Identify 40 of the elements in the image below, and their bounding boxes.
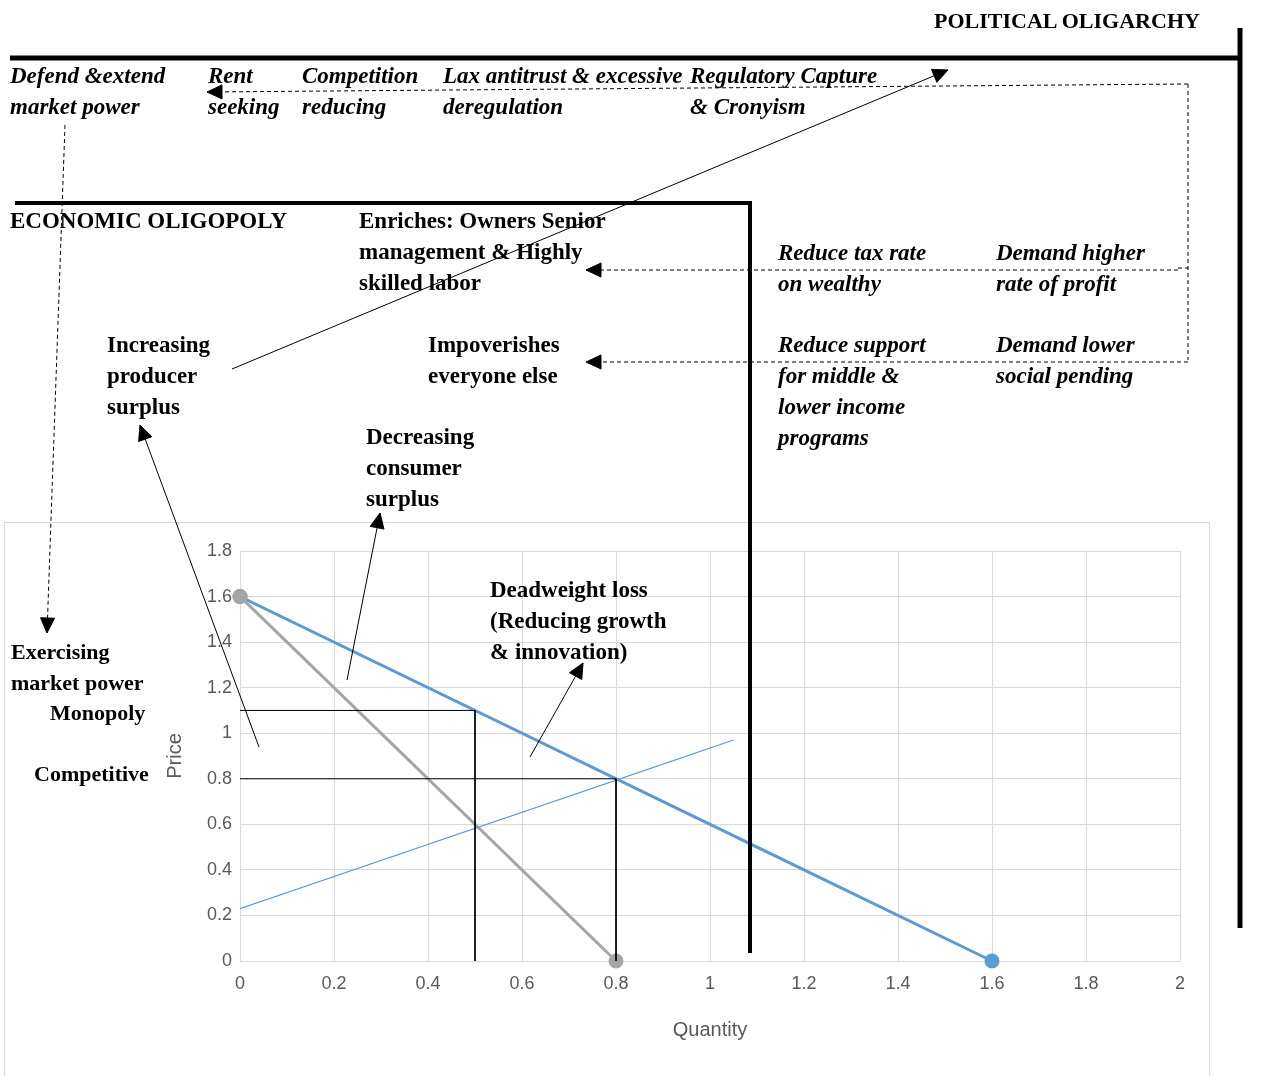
x-tick-label: 1.2 <box>791 972 817 993</box>
y-tick-label: 0.6 <box>206 813 232 834</box>
text: Reduce support for middle & lower income programs <box>778 331 927 452</box>
x-tick-label: 1.6 <box>979 972 1005 993</box>
x-tick-label: 0.2 <box>321 972 347 993</box>
x-tick-label: 1.8 <box>1073 972 1099 993</box>
y-axis-title: Price <box>162 733 185 779</box>
y-tick-label: 0.2 <box>206 904 232 925</box>
y-tick-label: 1 <box>221 722 232 743</box>
x-tick-label: 1.4 <box>885 972 911 993</box>
text: Reduce tax rate on wealthy <box>778 239 928 298</box>
text: Demand higher rate of profit <box>996 239 1146 298</box>
text: Decreasing consumer surplus <box>366 423 476 513</box>
text: Exercising market power <box>11 638 145 697</box>
x-tick-label: 0.6 <box>509 972 535 993</box>
y-tick-label: 1.6 <box>206 585 232 606</box>
text: Competition reducing <box>302 62 420 121</box>
y-tick-label: 0.8 <box>206 767 232 788</box>
y-tick-label: 0 <box>221 949 232 970</box>
x-tick-label: 0.8 <box>603 972 629 993</box>
text: Competitive <box>34 760 150 788</box>
text: Demand lower social pending <box>996 331 1136 390</box>
text: Lax antitrust & excessive deregulation <box>443 63 683 119</box>
text: ECONOMIC OLIGOPOLY <box>10 207 289 235</box>
text: Impoverishes everyone else <box>428 331 561 390</box>
x-tick-label: 0.4 <box>415 972 441 993</box>
y-tick-label: 1.8 <box>206 539 232 560</box>
annotation: Deadweight loss (Reducing growth & innovation) <box>490 576 668 666</box>
x-axis-title: Quantity <box>672 1017 748 1040</box>
x-tick-label: 1 <box>704 972 716 993</box>
x-tick-label: 0 <box>234 972 246 993</box>
y-tick-label: 0.4 <box>206 858 232 879</box>
text: Defend &extend market power <box>10 62 167 121</box>
x-tick-label: 2 <box>1174 972 1186 993</box>
text: Monopoly <box>50 699 147 727</box>
text: Rent seeking <box>208 62 281 121</box>
y-tick-label: 1.2 <box>206 676 232 697</box>
text: Increasing producer surplus <box>107 331 212 421</box>
text: Regulatory Capture & Cronyism <box>690 62 879 121</box>
text: POLITICAL OLIGARCHY <box>934 7 1201 35</box>
